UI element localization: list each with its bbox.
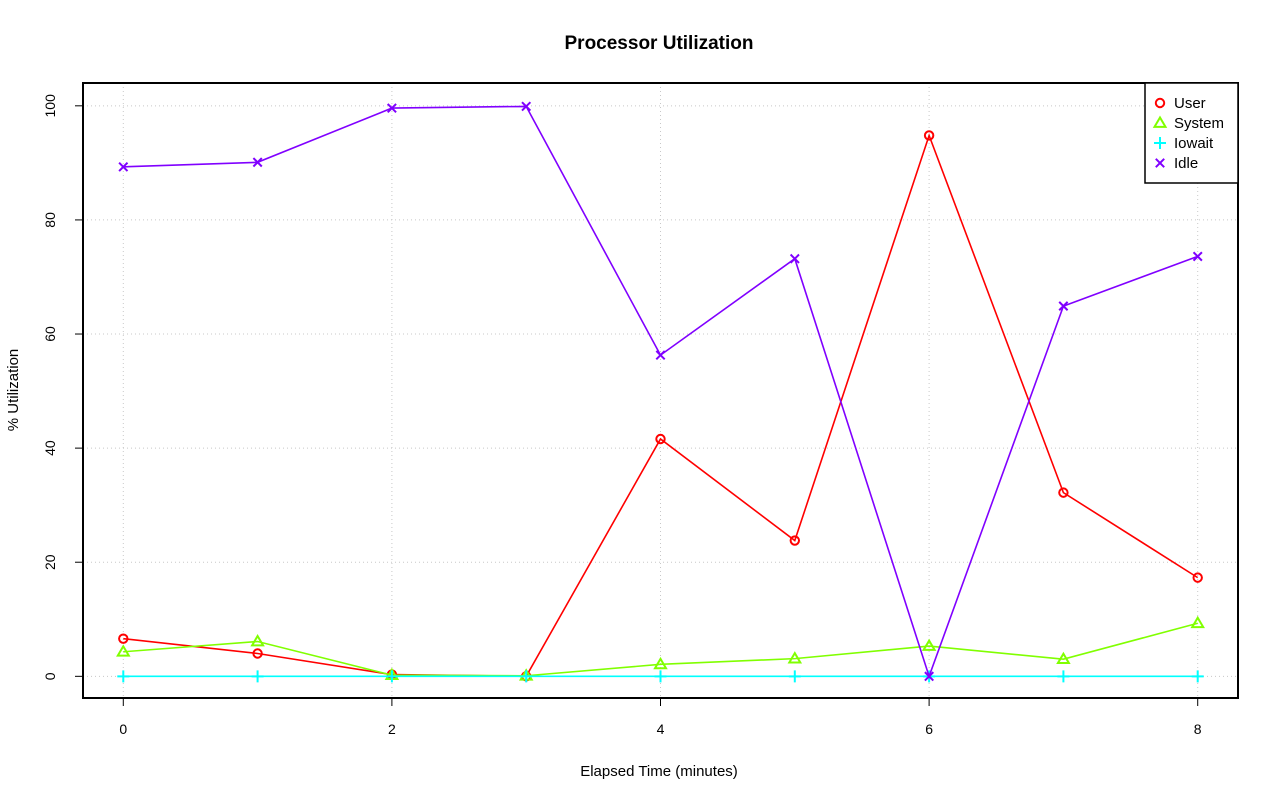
chart-title: Processor Utilization	[565, 33, 754, 54]
x-axis-label: Elapsed Time (minutes)	[580, 763, 738, 780]
data-point-idle	[252, 157, 263, 168]
x-tick-label: 6	[925, 721, 933, 737]
y-axis-label: % Utilization	[5, 349, 22, 432]
data-point-system	[921, 638, 937, 651]
data-point-system	[787, 651, 803, 664]
data-point-idle	[1058, 301, 1069, 311]
x-tick-label: 2	[388, 721, 396, 737]
data-point-system	[1056, 651, 1071, 665]
series-layer	[116, 101, 1205, 683]
data-point-idle	[789, 253, 800, 264]
data-point-iowait	[654, 670, 667, 683]
data-point-idle	[118, 161, 129, 172]
data-point-idle	[386, 103, 397, 114]
data-point-user	[118, 633, 129, 644]
data-point-system	[250, 634, 265, 647]
data-point-user	[1192, 572, 1203, 583]
data-point-user	[655, 433, 666, 445]
y-tick-label: 100	[42, 94, 58, 118]
legend-symbol-iowait	[1154, 137, 1166, 149]
data-point-iowait	[788, 670, 801, 683]
data-point-user	[1058, 487, 1069, 498]
y-tick-label: 20	[42, 554, 58, 570]
legend-label-idle: Idle	[1174, 155, 1198, 172]
y-tick-label: 40	[42, 440, 58, 456]
series-line-user	[123, 133, 1199, 678]
grid-lines	[83, 83, 1238, 698]
y-tick-label: 60	[42, 326, 58, 342]
data-point-system	[653, 656, 668, 670]
legend: User System Iowait Idle	[1144, 82, 1239, 184]
x-tick-label: 4	[657, 721, 665, 737]
data-point-idle	[924, 671, 935, 682]
legend-symbol-system	[1152, 115, 1168, 128]
data-point-system	[116, 644, 131, 657]
data-point-idle	[655, 350, 666, 361]
data-point-user	[923, 130, 935, 141]
data-point-idle	[1192, 251, 1203, 262]
series-user	[118, 130, 1203, 682]
legend-label-iowait: Iowait	[1174, 135, 1214, 152]
data-point-system	[1190, 615, 1205, 629]
series-line-system	[123, 622, 1198, 677]
data-point-iowait	[1057, 670, 1070, 683]
data-point-iowait	[520, 670, 533, 683]
data-point-iowait	[1191, 670, 1204, 683]
data-point-user	[252, 648, 263, 659]
legend-symbol-idle	[1155, 158, 1165, 168]
y-tick-label: 0	[42, 672, 58, 680]
data-point-idle	[521, 101, 532, 112]
legend-label-user: User	[1174, 95, 1206, 112]
data-point-iowait	[117, 670, 130, 683]
series-idle	[118, 101, 1203, 682]
series-iowait	[117, 670, 1204, 683]
legend-symbol-user	[1154, 97, 1166, 109]
data-point-iowait	[251, 670, 264, 683]
data-point-user	[789, 535, 801, 546]
x-tick-label: 0	[119, 721, 127, 737]
y-tick-label: 80	[42, 212, 58, 228]
legend-label-system: System	[1174, 115, 1224, 132]
data-point-iowait	[385, 670, 398, 683]
x-tick-label: 8	[1194, 721, 1202, 737]
